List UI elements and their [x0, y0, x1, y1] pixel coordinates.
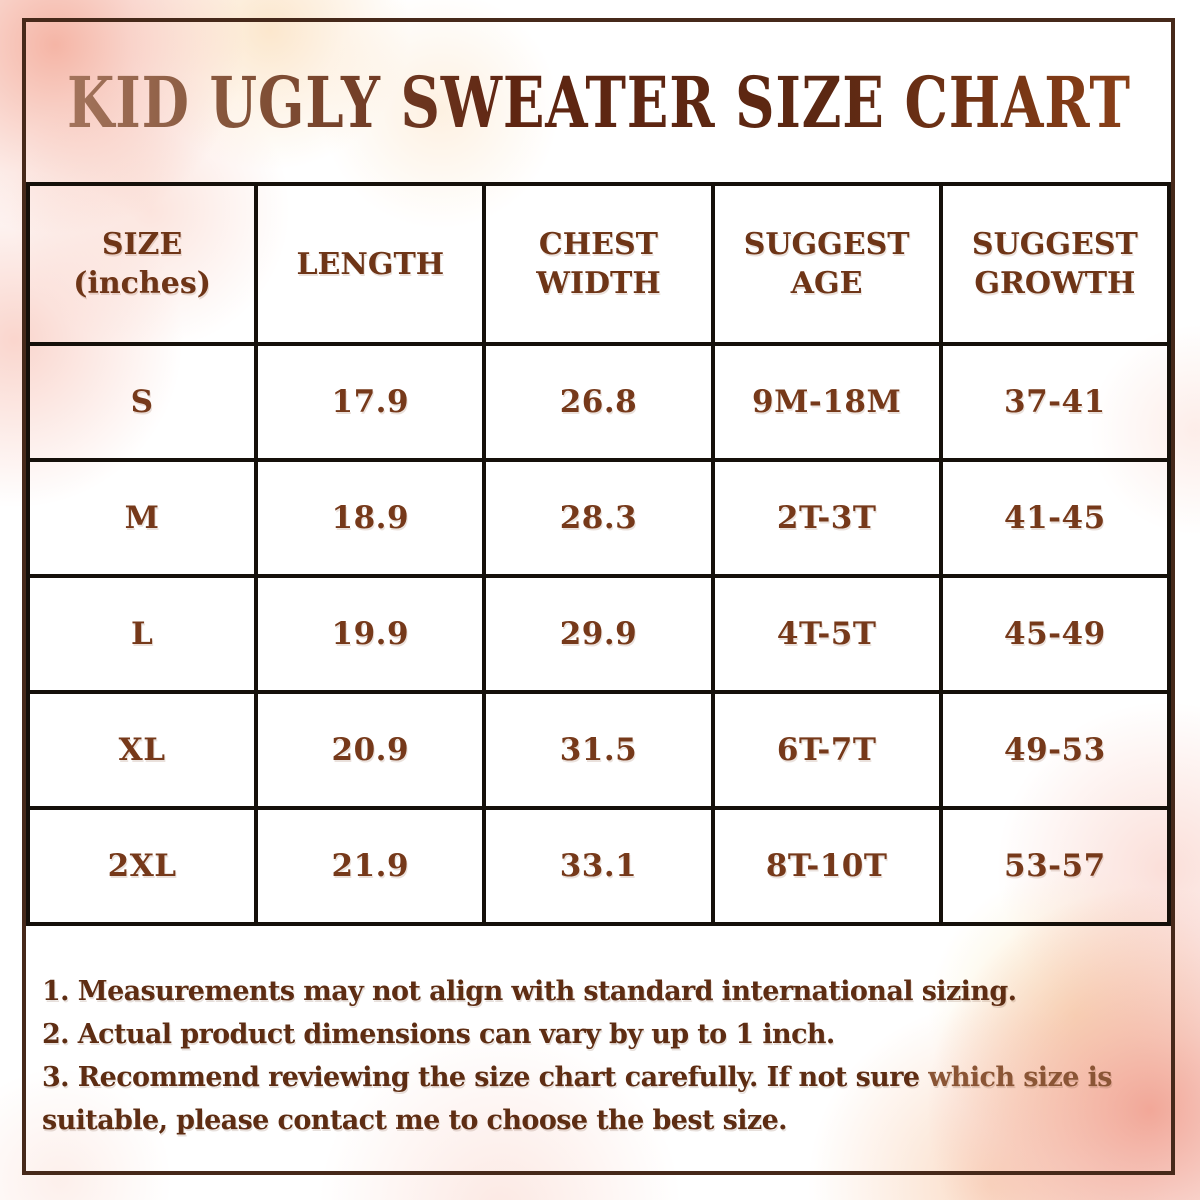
table-row-l: L 19.9 29.9 4T-5T 45-49 — [25, 574, 1172, 694]
col-header-growth-line1: SUGGEST — [971, 227, 1138, 262]
cell-length: 18.9 — [254, 458, 487, 578]
cell-chest-width: 28.3 — [482, 458, 715, 578]
col-header-growth-line2: GROWTH — [974, 266, 1136, 301]
cell-length: 21.9 — [254, 806, 487, 926]
col-header-length: LENGTH — [254, 182, 487, 346]
note-3-highlight: which size is — [928, 1062, 1112, 1093]
page-title: KID UGLY SWEATER SIZE CHART — [66, 60, 1131, 144]
cell-suggest-growth: 37-41 — [938, 342, 1172, 462]
cell-suggest-age: 4T-5T — [710, 574, 943, 694]
cell-length: 19.9 — [254, 574, 487, 694]
cell-chest-width: 29.9 — [482, 574, 715, 694]
cell-chest-width: 33.1 — [482, 806, 715, 926]
notes-section: 1. Measurements may not align with stand… — [26, 926, 1171, 1171]
cell-size: M — [25, 458, 259, 578]
col-header-length-line1: LENGTH — [296, 246, 445, 282]
cell-suggest-growth: 49-53 — [938, 690, 1172, 810]
note-3-line-2: suitable, please contact me to choose th… — [42, 1105, 788, 1136]
col-header-age-line1: SUGGEST — [743, 227, 910, 262]
col-header-chest-line1: CHEST — [538, 227, 658, 262]
cell-suggest-growth: 41-45 — [938, 458, 1172, 578]
cell-suggest-growth: 45-49 — [938, 574, 1172, 694]
cell-suggest-age: 2T-3T — [710, 458, 943, 578]
title-band: KID UGLY SWEATER SIZE CHART — [26, 22, 1171, 182]
cell-suggest-age: 8T-10T — [710, 806, 943, 926]
cell-size: S — [25, 342, 259, 462]
table-row-2xl: 2XL 21.9 33.1 8T-10T 53-57 — [25, 806, 1172, 926]
note-2: 2. Actual product dimensions can vary by… — [42, 1019, 835, 1050]
cell-size: L — [25, 574, 259, 694]
table-row-s: S 17.9 26.8 9M-18M 37-41 — [25, 342, 1172, 462]
col-header-suggest-growth: SUGGEST GROWTH — [938, 182, 1172, 346]
col-header-size: SIZE (inches) — [25, 182, 259, 346]
cell-chest-width: 26.8 — [482, 342, 715, 462]
cell-suggest-age: 6T-7T — [710, 690, 943, 810]
table-row-m: M 18.9 28.3 2T-3T 41-45 — [25, 458, 1172, 578]
cell-size: 2XL — [25, 806, 259, 926]
col-header-age-line2: AGE — [790, 266, 863, 301]
size-table: SIZE (inches) LENGTH CHEST WIDTH SUGGEST… — [25, 182, 1172, 926]
cell-suggest-age: 9M-18M — [710, 342, 943, 462]
col-header-size-line1: SIZE — [101, 227, 183, 262]
table-header-row: SIZE (inches) LENGTH CHEST WIDTH SUGGEST… — [25, 182, 1172, 346]
table-row-xl: XL 20.9 31.5 6T-7T 49-53 — [25, 690, 1172, 810]
col-header-size-line2: (inches) — [73, 266, 211, 301]
cell-length: 20.9 — [254, 690, 487, 810]
cell-size: XL — [25, 690, 259, 810]
note-1: 1. Measurements may not align with stand… — [42, 976, 1017, 1007]
cell-chest-width: 31.5 — [482, 690, 715, 810]
note-3-text: 3. Recommend reviewing the size chart ca… — [42, 1062, 929, 1093]
cell-length: 17.9 — [254, 342, 487, 462]
chart-frame: KID UGLY SWEATER SIZE CHART SIZE (inches… — [22, 18, 1175, 1175]
col-header-chest-width: CHEST WIDTH — [482, 182, 715, 346]
col-header-suggest-age: SUGGEST AGE — [710, 182, 943, 346]
note-3-line-1: 3. Recommend reviewing the size chart ca… — [42, 1056, 1151, 1099]
col-header-chest-line2: WIDTH — [536, 266, 661, 301]
cell-suggest-growth: 53-57 — [938, 806, 1172, 926]
